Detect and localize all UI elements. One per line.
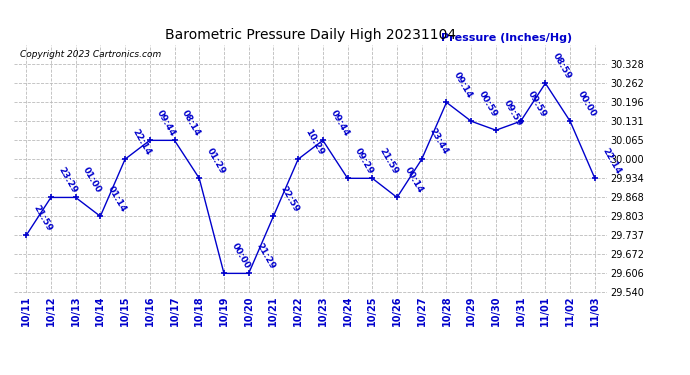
Text: Copyright 2023 Cartronics.com: Copyright 2023 Cartronics.com (20, 50, 161, 59)
Text: 23:29: 23:29 (57, 165, 79, 195)
Text: 09:59: 09:59 (502, 98, 524, 128)
Text: 09:44: 09:44 (155, 108, 177, 138)
Text: 22:14: 22:14 (600, 146, 622, 176)
Text: 08:14: 08:14 (180, 108, 202, 138)
Text: 09:29: 09:29 (353, 146, 375, 176)
Text: 01:00: 01:00 (81, 166, 103, 195)
Text: 21:59: 21:59 (378, 146, 400, 176)
Text: 21:59: 21:59 (32, 203, 54, 232)
Text: 22:14: 22:14 (130, 127, 152, 156)
Text: 10:29: 10:29 (304, 127, 326, 156)
Text: 09:14: 09:14 (452, 70, 474, 100)
Text: 22:59: 22:59 (279, 184, 301, 213)
Text: 21:29: 21:29 (254, 241, 277, 271)
Text: 00:00: 00:00 (575, 90, 598, 118)
Text: 08:59: 08:59 (551, 51, 573, 81)
Text: 09:44: 09:44 (328, 108, 351, 138)
Text: 00:00: 00:00 (230, 242, 251, 271)
Text: 00:14: 00:14 (402, 165, 424, 195)
Text: 09:59: 09:59 (526, 89, 549, 118)
Text: Pressure (Inches/Hg): Pressure (Inches/Hg) (441, 33, 572, 42)
Text: 01:14: 01:14 (106, 184, 128, 213)
Text: 00:59: 00:59 (477, 89, 499, 118)
Text: 23:44: 23:44 (427, 127, 450, 156)
Title: Barometric Pressure Daily High 20231104: Barometric Pressure Daily High 20231104 (165, 28, 456, 42)
Text: 01:29: 01:29 (205, 146, 227, 176)
